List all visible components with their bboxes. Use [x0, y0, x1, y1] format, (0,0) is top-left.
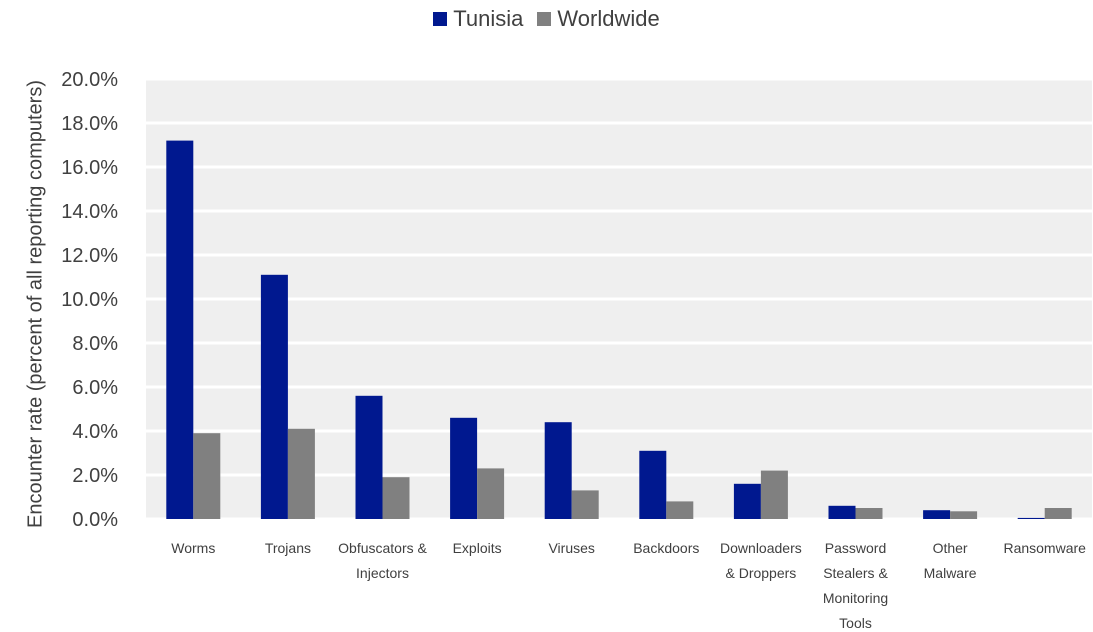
- bar-tunisia-9: [1017, 517, 1045, 519]
- bar-worldwide-8: [950, 511, 978, 519]
- y-tick-label: 20.0%: [61, 69, 118, 91]
- y-tick-label: 4.0%: [72, 421, 118, 443]
- x-tick-label: Backdoors: [633, 540, 699, 556]
- bar-worldwide-1: [287, 428, 315, 519]
- bar-worldwide-7: [855, 508, 883, 519]
- bar-tunisia-7: [828, 505, 856, 519]
- y-tick-label: 6.0%: [72, 377, 118, 399]
- y-tick-label: 2.0%: [72, 465, 118, 487]
- x-tick-label: Downloaders & Droppers: [720, 540, 802, 581]
- x-tick-label: Obfuscators & Injectors: [338, 540, 427, 581]
- bar-worldwide-2: [382, 477, 410, 519]
- bar-worldwide-0: [193, 433, 221, 519]
- legend-label-tunisia: Tunisia: [453, 6, 524, 31]
- bar-worldwide-4: [571, 490, 599, 519]
- bar-tunisia-5: [639, 450, 667, 519]
- bar-tunisia-3: [450, 417, 478, 519]
- y-tick-label: 12.0%: [61, 245, 118, 267]
- legend-swatch-worldwide: [537, 12, 552, 26]
- y-tick-label: 0.0%: [72, 509, 118, 531]
- bar-tunisia-4: [544, 422, 572, 519]
- x-tick-label: Worms: [171, 540, 215, 556]
- legend-swatch-tunisia: [433, 12, 448, 26]
- y-tick-label: 14.0%: [61, 201, 118, 223]
- bar-worldwide-5: [666, 501, 694, 519]
- bar-tunisia-1: [260, 274, 288, 519]
- x-tick-label: Password Stealers & Monitoring Tools: [823, 540, 889, 631]
- bar-worldwide-3: [477, 468, 505, 519]
- legend-item-worldwide: Worldwide: [537, 6, 660, 32]
- bar-worldwide-6: [760, 470, 788, 519]
- y-tick-label: 10.0%: [61, 289, 118, 311]
- bar-tunisia-8: [923, 510, 951, 519]
- bar-tunisia-2: [355, 395, 383, 519]
- legend-item-tunisia: Tunisia: [433, 6, 523, 32]
- y-tick-label: 16.0%: [61, 157, 118, 179]
- bar-tunisia-6: [733, 483, 761, 519]
- x-tick-label: Exploits: [453, 540, 502, 556]
- legend-label-worldwide: Worldwide: [557, 6, 660, 31]
- x-tick-label: Other Malware: [924, 540, 977, 581]
- y-tick-label: 18.0%: [61, 113, 118, 135]
- bar-worldwide-9: [1044, 508, 1072, 519]
- bar-tunisia-0: [166, 140, 194, 519]
- x-tick-label: Viruses: [548, 540, 594, 556]
- x-tick-label: Ransomware: [1003, 540, 1086, 556]
- x-tick-label: Trojans: [265, 540, 311, 556]
- chart-legend: Tunisia Worldwide: [0, 6, 1093, 32]
- y-tick-label: 8.0%: [72, 333, 118, 355]
